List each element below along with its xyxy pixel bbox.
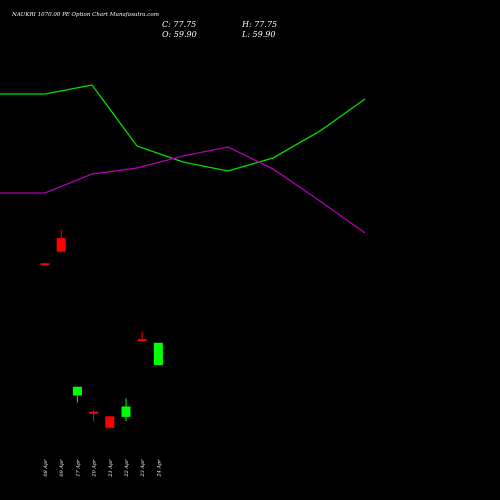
candle-down [56, 238, 66, 252]
x-tick-label: 17 Apr [75, 459, 81, 477]
close-value: C: 77.75 [162, 20, 197, 29]
candle-up [72, 386, 82, 396]
candle-up [121, 406, 131, 417]
open-value: O: 59.90 [162, 30, 197, 39]
candle-down [89, 411, 99, 414]
x-tick-label: 22 Apr [124, 459, 130, 478]
green-indicator-line [0, 84, 366, 172]
candle-up [153, 342, 163, 366]
x-tick-label: 09 Apr [59, 459, 65, 477]
magenta-indicator-line [0, 146, 366, 234]
x-tick-label: 23 Apr [140, 459, 146, 478]
low-value: L: 59.90 [242, 30, 276, 39]
x-tick-label: 24 Apr [156, 459, 162, 478]
x-tick-label: 08 Apr [43, 459, 49, 477]
candle-down [40, 263, 50, 266]
x-tick-label: 21 Apr [108, 459, 114, 478]
x-tick-label: 20 Apr [92, 459, 98, 478]
chart-title: NAUKRI 1070.00 PE Option Chart Munafasut… [12, 12, 159, 18]
candle-down [105, 416, 115, 428]
high-value: H: 77.75 [242, 20, 278, 29]
candle-down [137, 339, 147, 342]
